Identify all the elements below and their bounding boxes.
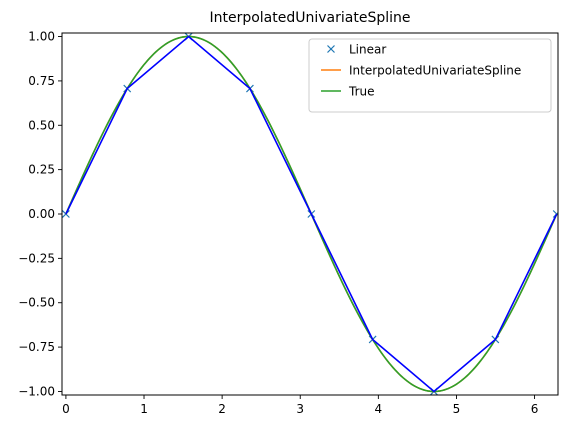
y-tick-label: 1.00 bbox=[28, 30, 55, 44]
x-tick-label: 4 bbox=[375, 402, 383, 416]
chart-title: InterpolatedUnivariateSpline bbox=[209, 10, 410, 26]
legend-entry-linear: Linear bbox=[327, 43, 386, 57]
x-tick-label: 0 bbox=[62, 402, 70, 416]
x-tick-label: 3 bbox=[296, 402, 304, 416]
x-tick-label: 5 bbox=[453, 402, 461, 416]
series-line-unnamed-3 bbox=[65, 35, 558, 393]
legend-label: Linear bbox=[349, 43, 386, 57]
legend-box bbox=[308, 38, 552, 113]
y-tick-label: 0.25 bbox=[28, 163, 55, 177]
legend-label: InterpolatedUnivariateSpline bbox=[349, 64, 521, 78]
x-axis: 0 1 2 3 4 5 6 bbox=[62, 395, 538, 416]
x-tick-label: 1 bbox=[140, 402, 148, 416]
y-tick-label: 0.75 bbox=[28, 74, 55, 88]
legend-label: True bbox=[348, 85, 375, 99]
legend: Linear InterpolatedUnivariateSpline True bbox=[308, 38, 552, 113]
legend-entry-true: True bbox=[321, 85, 375, 99]
y-tick-label: 0.50 bbox=[28, 118, 55, 132]
y-axis: −1.00 −0.75 −0.50 −0.25 0.00 0.25 0.50 0.75 1.00 bbox=[18, 30, 62, 398]
y-tick-label: −1.00 bbox=[18, 384, 55, 398]
y-tick-label: −0.25 bbox=[18, 251, 55, 265]
y-tick-label: 0.00 bbox=[28, 207, 55, 221]
y-tick-label: −0.50 bbox=[18, 296, 55, 310]
y-tick-label: −0.75 bbox=[18, 340, 55, 354]
plot-area bbox=[62, 33, 558, 395]
legend-entry-interpolatedunivariatespline: InterpolatedUnivariateSpline bbox=[321, 64, 521, 78]
data-point-linear bbox=[62, 210, 70, 218]
x-tick-label: 6 bbox=[531, 402, 539, 416]
x-tick-label: 2 bbox=[218, 402, 226, 416]
